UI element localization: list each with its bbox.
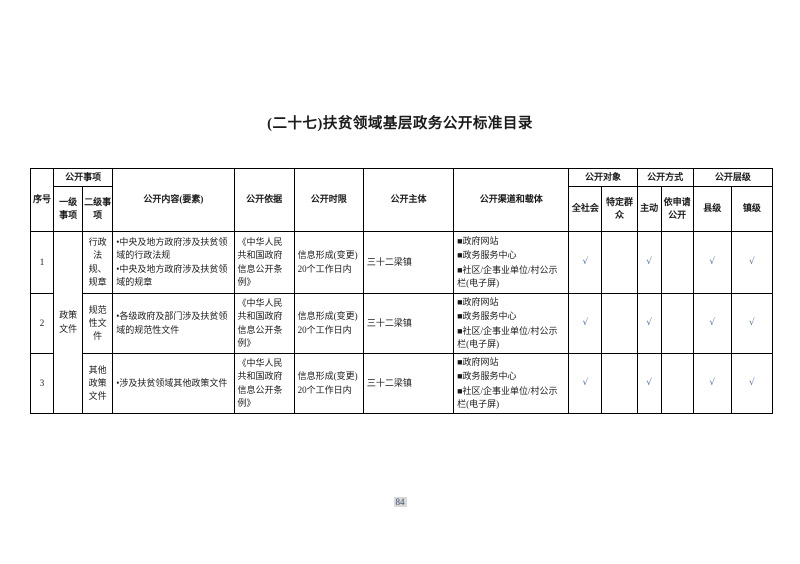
cell-level2: 行政法规、规章 bbox=[82, 231, 114, 294]
check-all-society: √ bbox=[568, 353, 603, 414]
check-all-society: √ bbox=[568, 293, 603, 354]
header-active: 主动 bbox=[636, 186, 662, 232]
header-town: 镇级 bbox=[730, 186, 774, 232]
cell-serial: 3 bbox=[29, 353, 55, 414]
header-content: 公开内容(要素) bbox=[112, 168, 235, 232]
cell-content: •涉及扶贫领域其他政策文件 bbox=[112, 353, 235, 414]
cell-subject: 三十二梁镇 bbox=[362, 293, 455, 354]
cell-level2: 规范性文件 bbox=[82, 293, 114, 354]
check-on-request bbox=[660, 293, 694, 354]
header-row-group: 序号 公开事项 公开内容(要素) 公开依据 公开时限 公开主体 公开渠道和载体 … bbox=[29, 168, 774, 232]
check-county: √ bbox=[692, 353, 732, 414]
header-channels: 公开渠道和载体 bbox=[453, 168, 570, 232]
cell-channels: ■政府网站 ■政务服务中心 ■社区/企事业单位/村公示栏(电子屏) bbox=[453, 293, 570, 354]
table-row: 2 规范性文件 •各级政府及部门涉及扶贫领域的规范性文件 《中华人民共和国政府信… bbox=[29, 293, 774, 354]
cell-level2: 其他政策文件 bbox=[82, 353, 114, 414]
header-all-society: 全社会 bbox=[568, 186, 603, 232]
check-specific-group bbox=[601, 231, 638, 294]
table-row: 3 其他政策文件 •涉及扶贫领域其他政策文件 《中华人民共和国政府信息公开条例》… bbox=[29, 353, 774, 414]
cell-content: •各级政府及部门涉及扶贫领域的规范性文件 bbox=[112, 293, 235, 354]
page-title: (二十七)扶贫领域基层政务公开标准目录 bbox=[267, 116, 533, 132]
check-specific-group bbox=[601, 293, 638, 354]
check-active: √ bbox=[636, 293, 662, 354]
header-audience: 公开对象 bbox=[568, 168, 638, 187]
cell-basis: 《中华人民共和国政府信息公开条例》 bbox=[233, 293, 295, 354]
cell-level1: 政策文件 bbox=[53, 231, 84, 414]
check-active: √ bbox=[636, 353, 662, 414]
header-on-request: 依申请公开 bbox=[660, 186, 694, 232]
cell-channels: ■政府网站 ■政务服务中心 ■社区/企事业单位/村公示栏(电子屏) bbox=[453, 231, 570, 294]
cell-serial: 2 bbox=[29, 293, 55, 354]
cell-basis: 《中华人民共和国政府信息公开条例》 bbox=[233, 231, 295, 294]
table-row: 1 政策文件 行政法规、规章 •中央及地方政府涉及扶贫领域的行政法规 •中央及地方… bbox=[29, 231, 774, 414]
check-specific-group bbox=[601, 353, 638, 414]
header-subject: 公开主体 bbox=[362, 168, 455, 232]
check-town: √ bbox=[730, 353, 774, 414]
cell-time-limit: 信息形成(变更)20个工作日内 bbox=[293, 293, 364, 354]
check-town: √ bbox=[730, 231, 774, 294]
header-level1: 一级事项 bbox=[53, 186, 84, 232]
header-level2: 二级事项 bbox=[82, 186, 114, 232]
cell-subject: 三十二梁镇 bbox=[362, 231, 455, 294]
header-level: 公开层级 bbox=[692, 168, 774, 187]
cell-basis: 《中华人民共和国政府信息公开条例》 bbox=[233, 353, 295, 414]
check-active: √ bbox=[636, 231, 662, 294]
check-all-society: √ bbox=[568, 231, 603, 294]
cell-subject: 三十二梁镇 bbox=[362, 353, 455, 414]
disclosure-standards-table: 序号 公开事项 公开内容(要素) 公开依据 公开时限 公开主体 公开渠道和载体 … bbox=[29, 168, 774, 414]
page-number: 84 bbox=[0, 497, 800, 507]
check-on-request bbox=[660, 231, 694, 294]
header-time-limit: 公开时限 bbox=[293, 168, 364, 232]
header-basis: 公开依据 bbox=[233, 168, 295, 232]
header-specific-group: 特定群众 bbox=[601, 186, 638, 232]
header-serial: 序号 bbox=[29, 168, 55, 232]
cell-serial: 1 bbox=[29, 231, 55, 294]
check-county: √ bbox=[692, 231, 732, 294]
check-county: √ bbox=[692, 293, 732, 354]
cell-time-limit: 信息形成(变更)20个工作日内 bbox=[293, 231, 364, 294]
header-county: 县级 bbox=[692, 186, 732, 232]
check-town: √ bbox=[730, 293, 774, 354]
header-row-sub: 一级事项 二级事项 全社会 特定群众 主动 依申请公开 县级 镇级 bbox=[31, 186, 774, 232]
page-number-value: 84 bbox=[393, 497, 407, 507]
check-on-request bbox=[660, 353, 694, 414]
cell-time-limit: 信息形成(变更)20个工作日内 bbox=[293, 353, 364, 414]
header-method: 公开方式 bbox=[636, 168, 694, 187]
header-disclosure-matters: 公开事项 bbox=[53, 168, 114, 187]
cell-channels: ■政府网站 ■政务服务中心 ■社区/企事业单位/村公示栏(电子屏) bbox=[453, 353, 570, 414]
cell-content: •中央及地方政府涉及扶贫领域的行政法规 •中央及地方政府涉及扶贫领域的规章 bbox=[112, 231, 235, 294]
